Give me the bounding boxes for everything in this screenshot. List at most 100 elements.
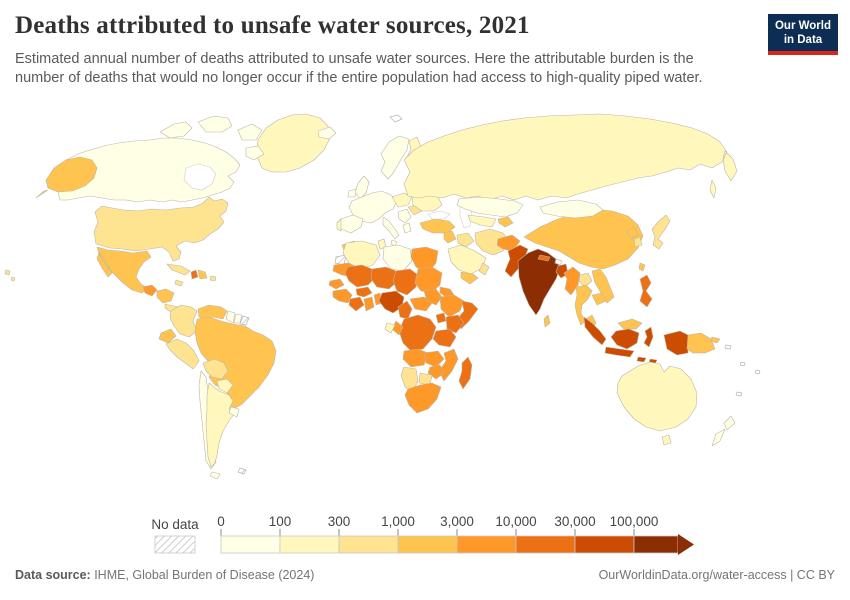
country-central-europe[interactable] (391, 192, 413, 208)
country-balkans[interactable] (397, 208, 412, 224)
country-kenya[interactable] (445, 314, 465, 334)
country-cuba[interactable] (166, 263, 191, 276)
legend-swatch-6[interactable] (515, 535, 576, 554)
legend-swatch-7[interactable] (574, 535, 635, 554)
country-ethiopia[interactable] (439, 294, 465, 318)
country-mozambique[interactable] (438, 348, 459, 382)
country-french-guiana-no-data[interactable] (239, 315, 250, 326)
country-falkland-no-data[interactable] (237, 467, 247, 475)
country-nepal[interactable] (537, 254, 551, 262)
country-madagascar[interactable] (458, 356, 473, 390)
country-uganda[interactable] (435, 312, 447, 324)
country-libya[interactable] (382, 244, 413, 272)
country-yemen[interactable] (460, 271, 479, 285)
legend-swatch-4[interactable] (397, 535, 458, 554)
country-colombia[interactable] (169, 304, 198, 338)
country-pacific-islands-no-data[interactable] (724, 344, 761, 397)
legend-swatch-5[interactable] (456, 535, 517, 554)
country-ecuador[interactable] (158, 328, 177, 344)
country-chad[interactable] (392, 268, 419, 296)
country-algeria[interactable] (342, 240, 381, 270)
country-south-sudan[interactable] (423, 288, 443, 306)
country-mali[interactable] (344, 264, 377, 288)
country-thailand[interactable] (574, 284, 593, 326)
country-taiwan[interactable] (638, 262, 646, 272)
country-guyana[interactable] (225, 310, 236, 324)
country-svalbard-no-data[interactable] (389, 114, 403, 123)
footer-url-license[interactable]: OurWorldinData.org/water-access | CC BY (598, 568, 835, 582)
country-argentina[interactable] (205, 382, 236, 468)
country-mexico[interactable] (96, 246, 152, 294)
country-pakistan[interactable] (504, 244, 529, 278)
country-bhutan-no-data[interactable] (554, 258, 563, 266)
legend-swatch-2[interactable] (279, 535, 340, 554)
country-honduras-nicaragua[interactable] (156, 288, 175, 304)
country-sudan[interactable] (414, 266, 443, 294)
country-ghana[interactable] (363, 296, 375, 312)
country-gabon[interactable] (384, 322, 396, 334)
country-nigeria[interactable] (378, 290, 405, 314)
country-iceland[interactable] (317, 126, 337, 140)
country-oman[interactable] (478, 262, 490, 276)
country-india[interactable] (517, 248, 561, 316)
legend-swatch-3[interactable] (338, 535, 399, 554)
country-portugal[interactable] (336, 218, 342, 232)
country-usa[interactable] (93, 196, 229, 262)
country-south-korea[interactable] (633, 236, 643, 248)
country-syria[interactable] (443, 230, 457, 244)
country-hawaii[interactable] (4, 269, 16, 282)
country-sri-lanka[interactable] (543, 314, 551, 328)
country-guatemala[interactable] (142, 284, 158, 297)
country-dr-congo[interactable] (398, 314, 437, 352)
country-japan[interactable] (651, 214, 671, 250)
country-italy[interactable] (382, 216, 400, 247)
country-vietnam[interactable] (591, 268, 615, 304)
country-zambia[interactable] (423, 350, 445, 368)
country-papua-new-guinea[interactable] (686, 332, 721, 354)
legend-swatch-1[interactable] (220, 535, 281, 554)
country-puerto-rico[interactable] (209, 275, 217, 282)
country-laos[interactable] (578, 272, 593, 288)
country-south-africa[interactable] (404, 382, 442, 414)
country-north-korea[interactable] (625, 226, 639, 240)
country-greece[interactable] (402, 222, 412, 234)
owid-logo[interactable]: Our World in Data (768, 14, 838, 55)
country-paraguay[interactable] (216, 378, 234, 394)
country-russia[interactable] (403, 113, 738, 201)
country-tanzania[interactable] (432, 328, 457, 348)
country-angola[interactable] (402, 348, 429, 368)
country-iraq[interactable] (456, 232, 475, 248)
country-cote-divoire[interactable] (348, 296, 365, 312)
country-venezuela[interactable] (197, 304, 228, 320)
country-bolivia[interactable] (202, 358, 229, 380)
country-greenland[interactable] (255, 113, 331, 173)
country-dominican-republic[interactable] (197, 269, 208, 280)
country-alaska[interactable] (35, 156, 98, 199)
country-guinea-region[interactable] (332, 288, 353, 304)
country-haiti[interactable] (190, 269, 199, 280)
country-cameroon[interactable] (397, 300, 413, 320)
country-peru[interactable] (165, 338, 200, 370)
legend-swatch-8[interactable] (633, 535, 679, 554)
country-burkina-faso[interactable] (355, 286, 373, 298)
country-uruguay[interactable] (228, 406, 240, 418)
country-turkey[interactable] (419, 218, 456, 234)
country-central-african-republic[interactable] (409, 296, 433, 312)
country-scandinavia[interactable] (380, 135, 410, 180)
country-mongolia[interactable] (539, 199, 604, 219)
country-iran[interactable] (474, 228, 510, 256)
country-kazakhstan[interactable] (456, 196, 524, 218)
country-suriname[interactable] (233, 313, 243, 324)
country-ireland[interactable] (347, 188, 357, 198)
country-australia[interactable] (616, 361, 698, 446)
country-jamaica[interactable] (174, 279, 184, 287)
country-niger[interactable] (370, 266, 399, 290)
country-senegal[interactable] (328, 278, 345, 290)
country-indonesia[interactable] (583, 316, 689, 365)
country-philippines[interactable] (639, 274, 653, 308)
country-uzbek-turkmen[interactable] (467, 214, 497, 228)
country-cambodia[interactable] (591, 292, 607, 306)
country-myanmar[interactable] (563, 266, 581, 296)
country-kyrgyz-tajik[interactable] (497, 216, 514, 228)
country-new-zealand[interactable] (711, 415, 736, 447)
